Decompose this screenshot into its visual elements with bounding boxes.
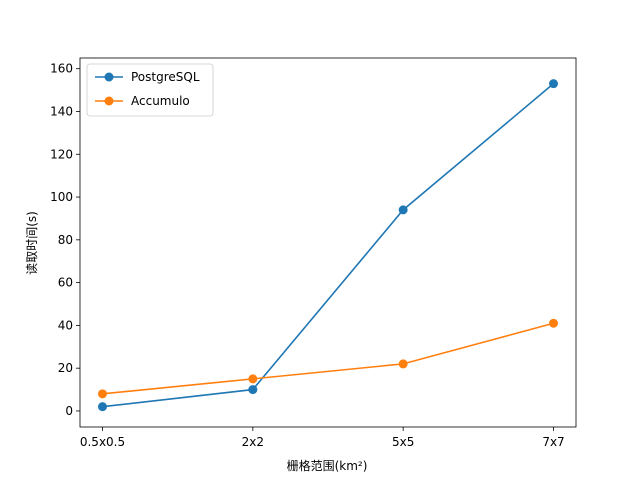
data-point bbox=[248, 385, 258, 395]
y-tick-label: 140 bbox=[50, 104, 73, 118]
legend-label: PostgreSQL bbox=[131, 70, 200, 84]
plot-border bbox=[79, 57, 577, 428]
data-point bbox=[98, 389, 107, 399]
y-tick-label: 40 bbox=[58, 318, 73, 332]
y-tick-label: 100 bbox=[50, 190, 73, 204]
y-tick-label: 160 bbox=[50, 62, 73, 76]
legend: PostgreSQL Accumulo bbox=[86, 63, 214, 117]
y-tick-label: 80 bbox=[58, 233, 73, 247]
y-tick-label: 60 bbox=[58, 276, 73, 290]
y-tick-label: 0 bbox=[65, 404, 73, 418]
series-layer bbox=[98, 79, 558, 412]
x-tick-label: 5x5 bbox=[392, 435, 414, 449]
legend-marker bbox=[104, 96, 114, 106]
data-point bbox=[248, 374, 258, 384]
x-tick-label: 7x7 bbox=[542, 435, 564, 449]
x-axis-label: 栅格范围(km²) bbox=[287, 458, 368, 473]
data-point bbox=[549, 79, 558, 89]
data-point bbox=[398, 205, 408, 215]
series-line bbox=[102, 83, 555, 408]
y-tick-label: 120 bbox=[50, 147, 73, 161]
legend-marker bbox=[104, 72, 114, 82]
data-point bbox=[398, 359, 408, 369]
plot-area bbox=[79, 57, 577, 428]
y-axis: 0 20 40 60 80 100 120 140 160 bbox=[50, 62, 80, 418]
series-line bbox=[102, 322, 554, 395]
data-point bbox=[549, 318, 558, 328]
y-axis-label: 读取时间(s) bbox=[25, 211, 39, 275]
x-tick-label: 0.5x0.5 bbox=[80, 435, 125, 449]
y-tick-label: 20 bbox=[58, 361, 73, 375]
data-point bbox=[98, 402, 107, 412]
x-axis: 0.5x0.5 2x2 5x5 7x7 bbox=[80, 427, 565, 449]
x-tick-label: 2x2 bbox=[242, 435, 264, 449]
legend-label: Accumulo bbox=[131, 94, 190, 108]
